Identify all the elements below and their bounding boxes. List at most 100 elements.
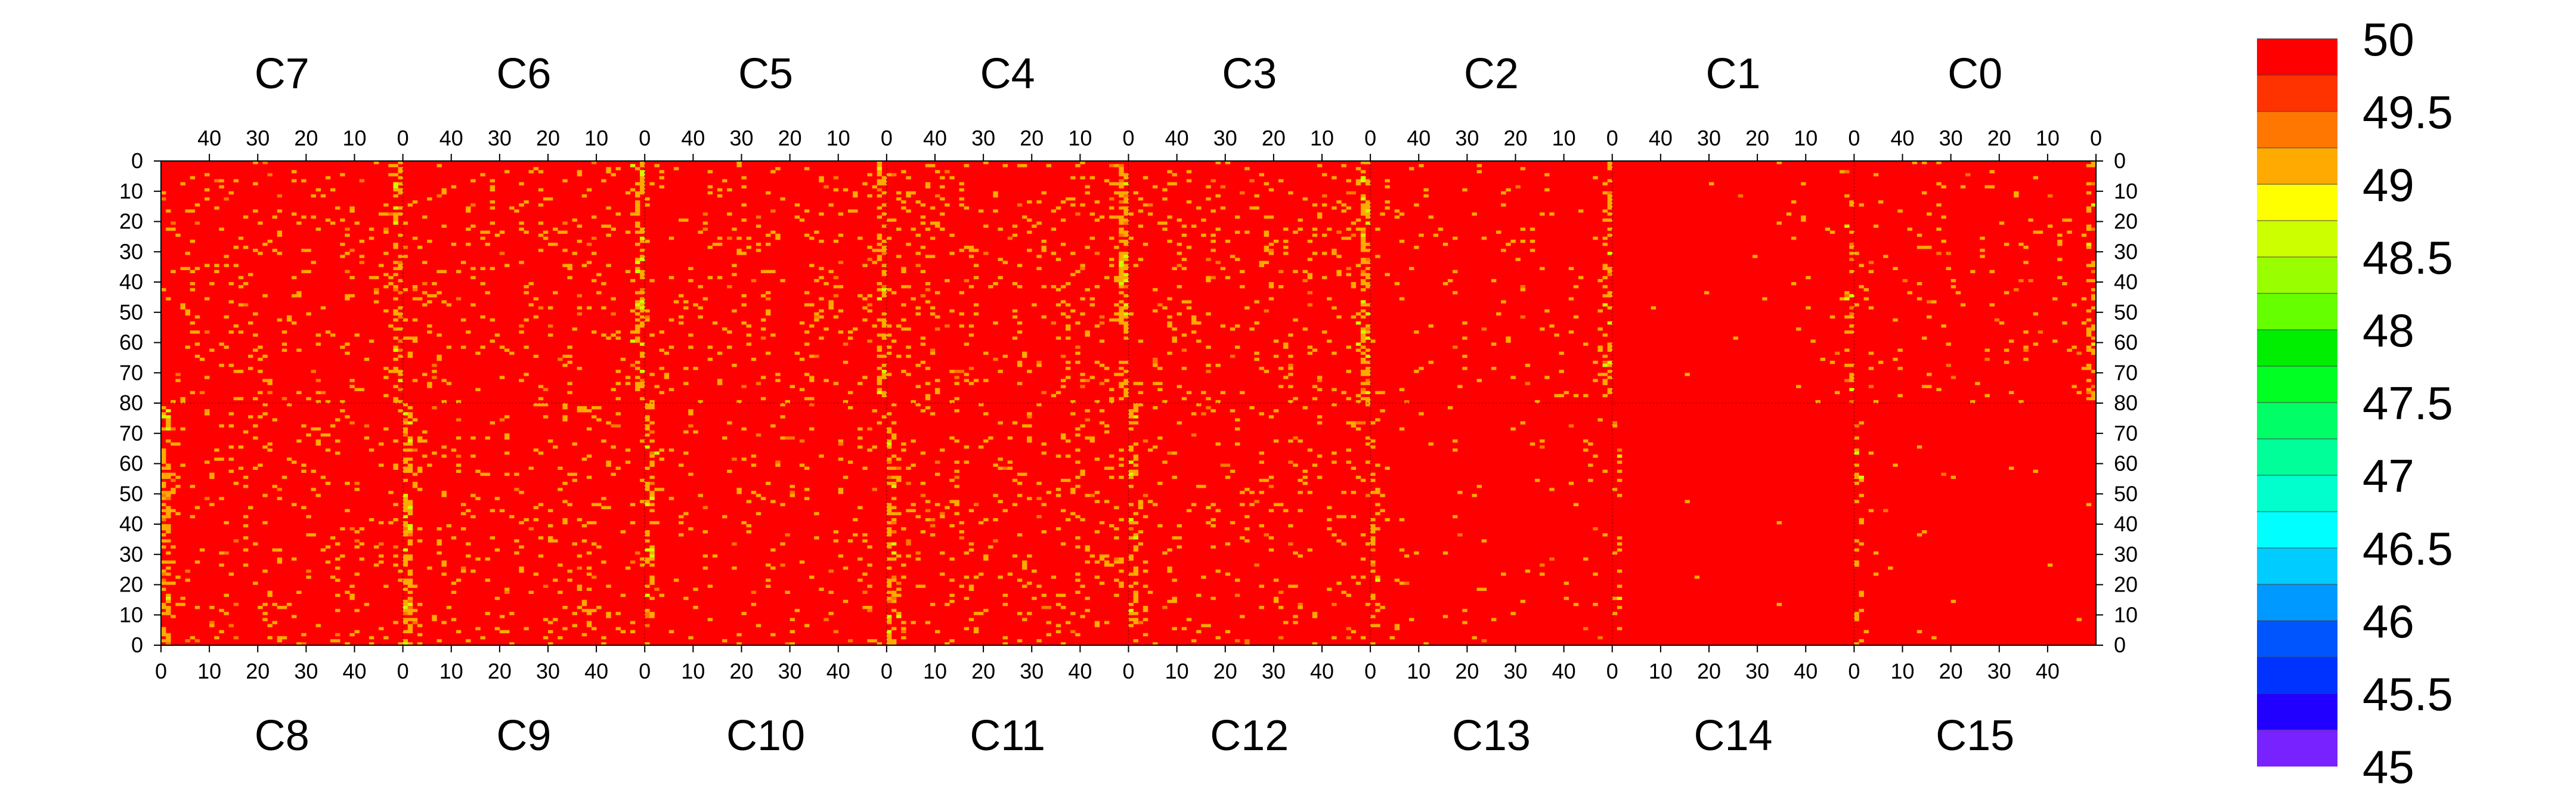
heatmap-cell [1094,500,1100,503]
heatmap-cell [959,370,964,373]
heatmap-cell [1114,246,1119,249]
heatmap-cell [1941,324,1946,328]
heatmap-cell [436,357,442,361]
heatmap-cell [1389,636,1395,640]
heatmap-cell [1457,491,1463,494]
x-tick-label-bottom: 40 [342,659,366,683]
heatmap-cell [1520,315,1526,319]
heatmap-cell [1157,524,1163,528]
heatmap-cell [872,488,877,491]
heatmap-cell [959,249,964,252]
heatmap-cell [581,457,587,461]
heatmap-cell [1312,615,1318,618]
heatmap-cell [1796,385,1801,388]
heatmap-cell [741,218,747,222]
heatmap-cell [1240,285,1245,289]
heatmap-cell [2091,297,2097,301]
heatmap-cell [233,370,239,373]
heatmap-cell [1119,385,1124,388]
heatmap-cell [209,348,215,352]
heatmap-cell [1840,297,1845,301]
heatmap-cell [209,472,215,476]
heatmap-cell [306,515,311,519]
heatmap-cell [166,639,171,643]
heatmap-cell [935,472,940,476]
heatmap-cell [877,354,883,358]
heatmap-cell [2091,324,2097,328]
heatmap-cell [1810,339,1816,343]
heatmap-cell [1128,609,1134,612]
heatmap-cell [1060,593,1066,597]
y-tick-label-left: 0 [131,633,143,657]
heatmap-cell [930,206,936,210]
heatmap-cell [1578,209,1584,213]
heatmap-cell [1234,639,1240,643]
heatmap-cell [1206,275,1211,280]
heatmap-cell [1897,348,1903,352]
heatmap-cell [335,451,340,455]
heatmap-cell [901,527,906,531]
heatmap-cell [1051,252,1057,255]
heatmap-cell [1119,264,1124,267]
x-tick-label-bottom: 20 [729,659,753,683]
heatmap-cell [1206,345,1211,349]
heatmap-cell [1355,400,1361,404]
heatmap-cell [1355,581,1361,585]
heatmap-cell [524,373,529,376]
heatmap-cell [2086,278,2092,283]
heatmap-cell [494,497,500,500]
heatmap-cell [538,554,544,558]
heatmap-cell [1119,318,1124,322]
heatmap-cell [1332,252,1337,255]
heatmap-cell [325,545,331,549]
heatmap-cell [1873,173,1879,177]
y-tick-label-right: 30 [2114,239,2138,264]
heatmap-cell [272,485,277,488]
heatmap-cell [693,430,698,434]
heatmap-cell [345,252,350,255]
heatmap-cell [1119,560,1124,564]
heatmap-cell [407,599,413,603]
heatmap-cell [606,170,611,174]
colorbar-swatch [2257,402,2337,439]
heatmap-cell [1176,285,1182,289]
heatmap-cell [538,536,544,540]
heatmap-cell [1593,527,1598,531]
heatmap-cell [766,291,771,295]
heatmap-cell [1070,512,1076,516]
heatmap-cell [1607,267,1613,271]
heatmap-cell [1099,521,1105,525]
heatmap-cell [1085,333,1090,337]
heatmap-cell [668,345,674,349]
heatmap-cell [1123,206,1129,210]
heatmap-cell [504,415,510,419]
heatmap-cell [640,321,645,325]
heatmap-cell [823,379,829,382]
heatmap-cell [562,481,568,485]
heatmap-cell [205,173,210,177]
heatmap-cell [1119,312,1124,316]
heatmap-cell [1089,297,1095,301]
heatmap-cell [1172,327,1177,331]
heatmap-cell [998,466,1003,470]
heatmap-cell [959,182,964,185]
heatmap-cell [311,488,316,491]
heatmap-cell [891,466,897,470]
heatmap-cell [1066,327,1071,331]
heatmap-cell [979,521,984,525]
heatmap-cell [1066,197,1071,201]
x-tick-label-bottom: 20 [1939,659,1963,683]
heatmap-cell [470,275,476,280]
panel-c10-cells [645,403,887,646]
heatmap-cell [301,215,306,219]
heatmap-cell [388,173,394,177]
heatmap-cell [688,278,693,283]
heatmap-cell [267,593,273,597]
heatmap-cell [1293,463,1298,467]
heatmap-cell [896,227,902,231]
heatmap-cell [1172,451,1177,455]
heatmap-cell [1133,590,1139,595]
heatmap-cell [886,581,892,585]
heatmap-cell [1128,475,1134,479]
heatmap-cell [673,300,679,304]
